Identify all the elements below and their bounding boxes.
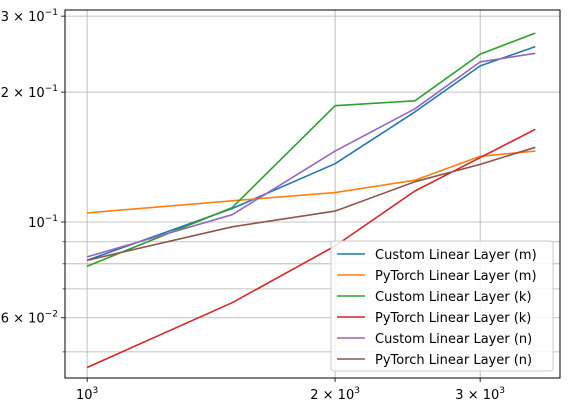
y-tick-label: 3 × 10−1 xyxy=(1,8,58,25)
legend-box xyxy=(330,240,554,372)
legend-label: PyTorch Linear Layer (k) xyxy=(375,311,531,326)
series-line xyxy=(86,52,536,258)
legend-label: PyTorch Linear Layer (m) xyxy=(375,269,537,284)
series-line xyxy=(86,45,536,262)
legend: Custom Linear Layer (m) PyTorch Linear La… xyxy=(330,240,554,372)
series-line xyxy=(86,32,536,267)
x-tick-label-base: 10 xyxy=(76,388,93,403)
legend-label: Custom Linear Layer (n) xyxy=(375,332,532,347)
series-line xyxy=(86,128,536,369)
x-tick-label: 2 × 103 xyxy=(310,386,360,403)
y-tick-label-exp: −2 xyxy=(45,310,58,320)
series-line xyxy=(87,150,536,214)
y-tick-label: 2 × 10−1 xyxy=(1,84,58,101)
y-tick-label: 6 × 10−2 xyxy=(1,310,58,327)
x-tick-label-exp: 3 xyxy=(499,386,505,396)
series-line xyxy=(86,146,536,262)
y-tick-label-exp: −1 xyxy=(45,84,58,94)
x-tick-label-exp: 3 xyxy=(354,386,360,396)
y-tick-label: 10−1 xyxy=(28,214,58,231)
x-tick-label-exp: 3 xyxy=(93,386,99,396)
x-tick-label: 103 xyxy=(76,386,98,403)
y-tick-label-exp: −1 xyxy=(45,8,58,18)
y-tick-label-base: 3 × 10 xyxy=(1,10,45,25)
y-tick-label-base: 2 × 10 xyxy=(1,86,45,101)
series-lines xyxy=(86,32,536,369)
x-tick-label-base: 3 × 10 xyxy=(455,388,499,403)
y-tick-label-base: 6 × 10 xyxy=(1,312,45,327)
legend-label: Custom Linear Layer (k) xyxy=(375,290,532,305)
plot-frame xyxy=(64,9,561,379)
y-tick-label-base: 10 xyxy=(28,216,45,231)
legend-label: PyTorch Linear Layer (n) xyxy=(375,353,532,368)
x-tick-label: 3 × 103 xyxy=(455,386,505,403)
legend-label: Custom Linear Layer (m) xyxy=(375,248,537,263)
x-tick-label-base: 2 × 10 xyxy=(310,388,354,403)
y-tick-label-exp: −1 xyxy=(45,214,58,224)
